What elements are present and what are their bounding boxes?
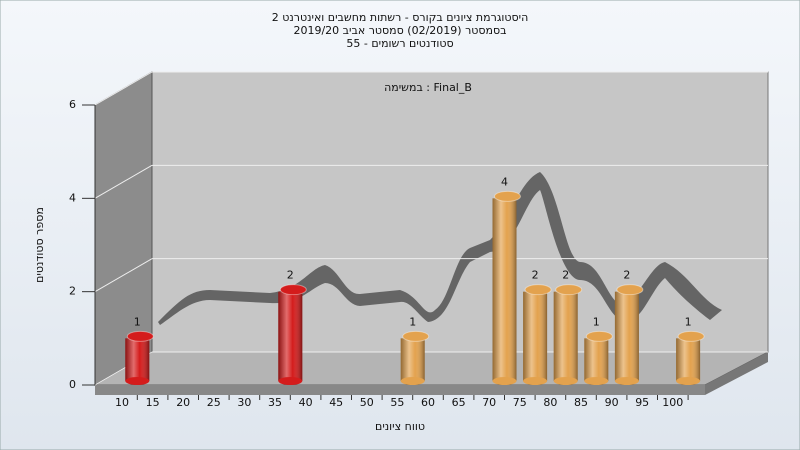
bar-base bbox=[523, 377, 548, 385]
grid-line bbox=[94, 71, 153, 106]
x-tick-label: 50 bbox=[360, 396, 374, 409]
annotation: במשימה : Final_B bbox=[384, 81, 472, 94]
bar-base bbox=[492, 377, 517, 385]
value-label: 2 bbox=[623, 269, 630, 282]
bar-shade bbox=[584, 338, 609, 381]
bar-top bbox=[585, 330, 613, 342]
bar-top bbox=[402, 330, 430, 342]
y-tick-label: 0 bbox=[69, 378, 76, 391]
value-label: 4 bbox=[501, 175, 508, 188]
x-tick-label: 15 bbox=[146, 396, 160, 409]
bar-shade bbox=[278, 291, 303, 381]
chart-subtitle: בסמסטר (02/2019) סמסטר אביב 2019/20 bbox=[293, 24, 506, 37]
bar-top bbox=[555, 284, 583, 296]
back-wall bbox=[151, 71, 769, 353]
floor-edge bbox=[705, 352, 768, 395]
x-tick-label: 40 bbox=[299, 396, 313, 409]
bar-shade bbox=[614, 291, 639, 381]
bar-top bbox=[494, 190, 521, 202]
bar-shade bbox=[400, 338, 425, 381]
y-axis-label: מספר סטודנטים bbox=[33, 207, 46, 283]
bar-shade bbox=[553, 291, 578, 381]
grid-line bbox=[94, 164, 153, 199]
bar-shade bbox=[125, 338, 150, 381]
value-label: 1 bbox=[134, 315, 141, 328]
bar-top bbox=[616, 284, 644, 296]
x-tick-label: 10 bbox=[115, 396, 129, 409]
value-label: 2 bbox=[287, 269, 294, 282]
floor-edge bbox=[95, 385, 705, 395]
x-tick-label: 95 bbox=[635, 396, 649, 409]
bar-base bbox=[125, 377, 150, 385]
x-tick-label: 85 bbox=[574, 396, 588, 409]
bar-shade bbox=[492, 198, 517, 381]
bar-top bbox=[524, 284, 552, 296]
bar-top bbox=[677, 330, 705, 342]
x-tick-label: 55 bbox=[390, 396, 404, 409]
x-axis-label: טווח ציונים bbox=[375, 420, 425, 433]
chart-title: היסטוגרמת ציונים בקורס - רשתות מחשבים וא… bbox=[272, 11, 529, 24]
bar-shade bbox=[523, 291, 548, 381]
bar-base bbox=[400, 377, 425, 385]
y-tick-label: 4 bbox=[69, 191, 76, 204]
bar-shade bbox=[676, 338, 701, 381]
bar-top bbox=[279, 284, 307, 296]
value-label: 1 bbox=[685, 315, 692, 328]
x-tick-label: 45 bbox=[329, 396, 343, 409]
value-label: 1 bbox=[409, 315, 416, 328]
x-tick-label: 100 bbox=[662, 396, 683, 409]
x-tick-label: 80 bbox=[543, 396, 557, 409]
value-label: 2 bbox=[532, 269, 539, 282]
x-tick-label: 25 bbox=[207, 396, 221, 409]
bar-base bbox=[278, 377, 303, 385]
x-tick-label: 70 bbox=[482, 396, 496, 409]
chart-subtitle: סטודנטים רשומים - 55 bbox=[346, 37, 453, 50]
x-tick-label: 30 bbox=[237, 396, 251, 409]
y-tick-label: 2 bbox=[69, 285, 76, 298]
bar-base bbox=[553, 377, 578, 385]
bar-base bbox=[584, 377, 609, 385]
bar-base bbox=[676, 377, 701, 385]
x-tick-label: 65 bbox=[452, 396, 466, 409]
grid-line bbox=[94, 258, 153, 293]
x-tick-label: 20 bbox=[176, 396, 190, 409]
x-tick-label: 60 bbox=[421, 396, 435, 409]
x-tick-label: 90 bbox=[605, 396, 619, 409]
x-tick-label: 35 bbox=[268, 396, 282, 409]
x-tick-label: 75 bbox=[513, 396, 527, 409]
floor bbox=[93, 351, 769, 386]
bar-top bbox=[126, 330, 154, 342]
bar-base bbox=[614, 377, 639, 385]
y-tick-label: 6 bbox=[69, 98, 76, 111]
value-label: 1 bbox=[593, 315, 600, 328]
value-label: 2 bbox=[562, 269, 569, 282]
